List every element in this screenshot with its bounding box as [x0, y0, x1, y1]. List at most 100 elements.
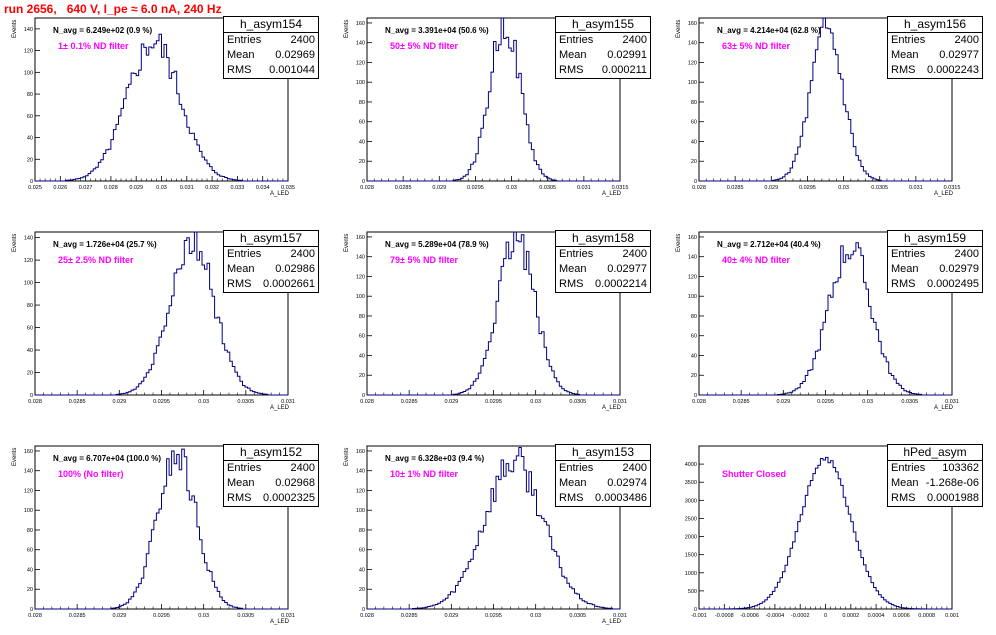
x-tick-label: 0.031 — [909, 185, 923, 191]
histogram-line — [35, 33, 288, 182]
x-tick-label: 0.029 — [444, 399, 458, 405]
x-tick-label: 0.028 — [28, 613, 42, 619]
x-axis-label: A_LED — [602, 191, 622, 197]
y-tick-label: 4000 — [685, 462, 697, 468]
stats-box: h_asym155 Entries 2400 Mean 0.02991 RMS 0.0002… — [555, 16, 651, 79]
y-tick-label: 140 — [24, 27, 33, 33]
x-tick-label: -0.001 — [691, 613, 707, 619]
filter-label: 40± 4% ND filter — [722, 255, 790, 265]
y-tick-label: 80 — [359, 100, 365, 106]
y-tick-label: 40 — [27, 567, 33, 573]
histogram-line — [35, 448, 288, 610]
x-tick-label: 0.0305 — [569, 399, 586, 405]
histogram-line — [35, 231, 288, 396]
y-tick-label: 120 — [356, 60, 365, 66]
x-tick-label: -0.0006 — [740, 613, 759, 619]
y-tick-label: 0 — [362, 393, 365, 399]
stats-label-rms: RMS — [891, 492, 916, 504]
y-tick-label: 160 — [356, 235, 365, 241]
y-tick-label: 3000 — [685, 498, 697, 504]
x-axis-label: A_LED — [270, 619, 290, 625]
stats-row-mean: Mean 0.02977 — [556, 262, 650, 277]
stats-value-rms: 0.0002243 — [927, 64, 979, 76]
x-tick-label: 0.031 — [180, 185, 194, 191]
stats-value-entries: 2400 — [290, 248, 315, 260]
n-avg-annotation: N_avg = 1.726e+04 (25.7 %) — [53, 240, 157, 249]
histogram-line — [699, 456, 952, 610]
histogram-svg: 0.028 0.0285 0.029 0.0295 0.03 0.0305 0.031 0.0… — [688, 17, 960, 191]
stats-row-rms: RMS 0.0002214 — [556, 277, 650, 292]
stats-value-entries: 2400 — [954, 248, 979, 260]
stats-value-entries: 103362 — [942, 462, 979, 474]
y-tick-label: 120 — [688, 274, 697, 280]
y-axis-label: Events — [12, 233, 18, 252]
y-tick-label: 20 — [27, 371, 33, 377]
n-avg-annotation: N_avg = 5.289e+04 (78.9 %) — [385, 240, 489, 249]
x-tick-label: 0.0315 — [612, 185, 629, 191]
y-tick-label: 20 — [691, 373, 697, 379]
y-axis-label: Events — [12, 19, 18, 38]
y-tick-label: 160 — [356, 449, 365, 455]
stats-row-rms: RMS 0.0002325 — [224, 491, 318, 506]
y-tick-label: 0 — [362, 179, 365, 185]
stats-row-mean: Mean -1.268e-06 — [888, 476, 982, 491]
x-tick-label: 0.029 — [112, 399, 126, 405]
histogram-panel-h_asym153: 0.028 0.0285 0.029 0.0295 0.03 0.0305 0.031 0 20… — [332, 428, 664, 635]
y-axis-label: Events — [344, 19, 350, 38]
y-tick-label: 100 — [356, 80, 365, 86]
x-tick-label: 0.028 — [28, 399, 42, 405]
y-axis-label: Events — [676, 233, 682, 252]
y-tick-label: 100 — [24, 508, 33, 514]
x-tick-label: 0.0295 — [467, 185, 484, 191]
stats-label-mean: Mean — [891, 49, 919, 61]
x-tick-label: 0.0285 — [401, 399, 418, 405]
y-tick-label: 1500 — [685, 553, 697, 559]
stats-value-mean: 0.02991 — [607, 49, 647, 61]
stats-box: h_asym157 Entries 2400 Mean 0.02986 RMS 0.0002… — [223, 230, 319, 293]
y-tick-label: 1000 — [685, 571, 697, 577]
y-tick-label: 0 — [694, 607, 697, 613]
x-tick-label: 0 — [824, 613, 827, 619]
x-tick-label: 0.028 — [360, 613, 374, 619]
histogram-name: h_asym155 — [556, 17, 650, 33]
stats-value-mean: 0.02979 — [939, 263, 979, 275]
x-tick-label: 0.03 — [530, 399, 541, 405]
y-tick-label: 120 — [24, 258, 33, 264]
x-tick-label: 0.03 — [198, 613, 209, 619]
n-avg-annotation: N_avg = 3.391e+04 (50.6 %) — [385, 26, 489, 35]
x-tick-label: 0.029 — [764, 185, 778, 191]
x-tick-label: -0.0004 — [766, 613, 785, 619]
y-tick-label: 120 — [356, 274, 365, 280]
y-tick-label: 0 — [30, 393, 33, 399]
stats-label-entries: Entries — [559, 248, 594, 260]
stats-value-mean: 0.02974 — [607, 477, 647, 489]
y-tick-label: 40 — [27, 136, 33, 142]
histogram-panel-h_asym156: 0.028 0.0285 0.029 0.0295 0.03 0.0305 0.031 0.0… — [664, 0, 996, 207]
stats-row-entries: Entries 2400 — [556, 461, 650, 476]
stats-label-mean: Mean — [891, 263, 919, 275]
histogram-panel-h_asym154: 0.025 0.026 0.027 0.028 0.029 0.03 0.031 0.032 0… — [0, 0, 332, 207]
y-tick-label: 140 — [356, 41, 365, 47]
y-tick-label: 100 — [24, 281, 33, 287]
stats-value-mean: 0.02977 — [939, 49, 979, 61]
y-tick-label: 500 — [688, 589, 697, 595]
stats-label-entries: Entries — [227, 34, 262, 46]
x-tick-label: 0.028 — [360, 185, 374, 191]
x-tick-label: 0.0285 — [69, 613, 86, 619]
x-tick-label: 0.031 — [613, 399, 627, 405]
x-tick-label: 0.028 — [692, 399, 706, 405]
stats-label-entries: Entries — [559, 34, 594, 46]
filter-label: 25± 2.5% ND filter — [58, 255, 134, 265]
n-avg-annotation: N_avg = 6.328e+03 (9.4 %) — [385, 454, 485, 463]
x-tick-label: 0.033 — [231, 185, 245, 191]
x-tick-label: 0.0305 — [237, 613, 254, 619]
y-tick-label: 160 — [688, 235, 697, 241]
histogram-line — [699, 17, 952, 182]
y-tick-label: 0 — [30, 179, 33, 185]
x-tick-label: 0.026 — [53, 185, 67, 191]
x-tick-label: 0.028 — [692, 185, 706, 191]
x-tick-label: 0.031 — [577, 185, 591, 191]
stats-value-rms: 0.0003486 — [595, 492, 647, 504]
x-tick-label: 0.029 — [432, 185, 446, 191]
x-tick-label: 0.0295 — [485, 613, 502, 619]
